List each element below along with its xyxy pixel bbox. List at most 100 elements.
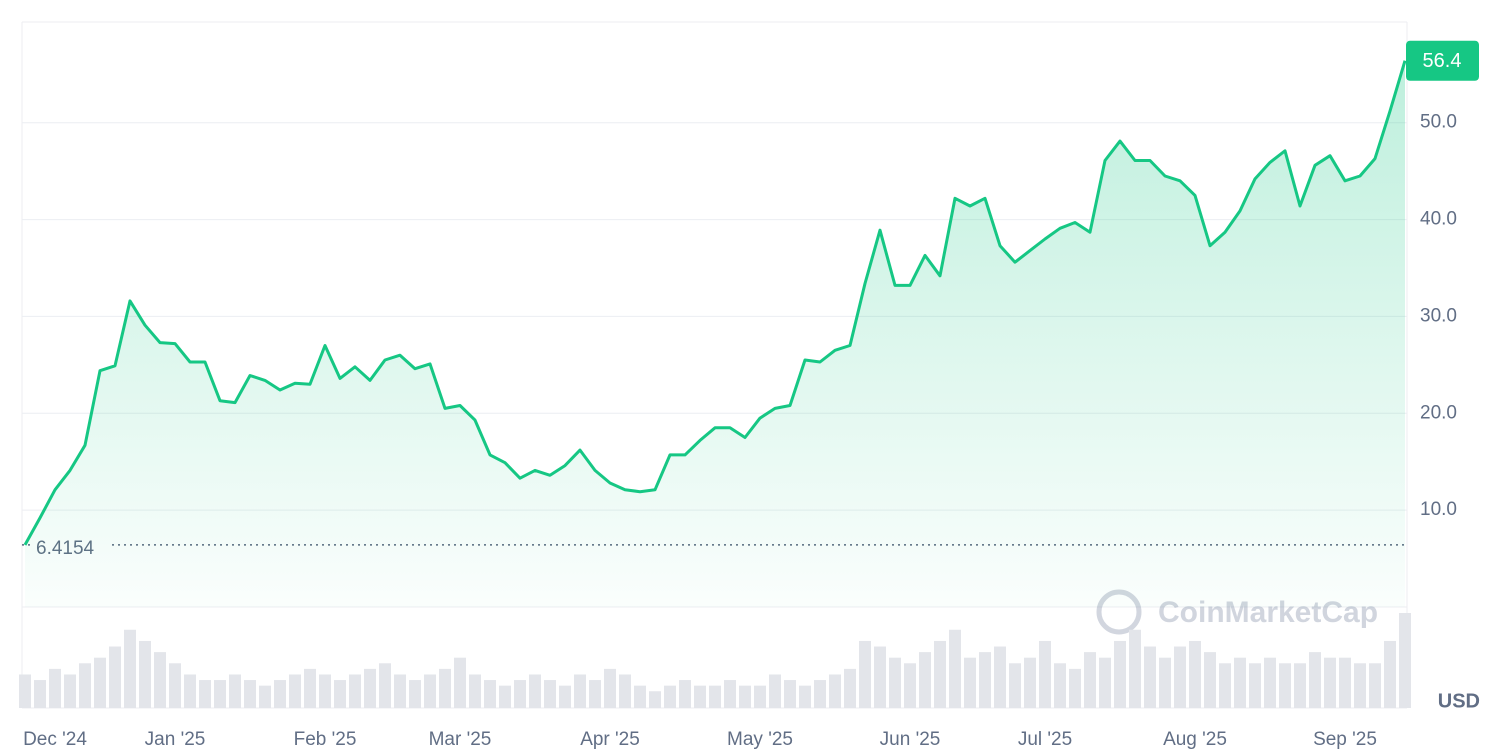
y-tick-label: 50.0 xyxy=(1420,112,1457,133)
x-tick-label: Jun '25 xyxy=(880,729,941,750)
volume-bar xyxy=(754,685,766,708)
volume-bar xyxy=(1099,657,1111,708)
x-tick-label: Sep '25 xyxy=(1313,729,1377,750)
volume-bar xyxy=(934,640,946,708)
x-tick-label: Feb '25 xyxy=(294,729,357,750)
volume-bar xyxy=(664,685,676,708)
volume-bar xyxy=(1174,646,1186,708)
volume-bar xyxy=(574,674,586,708)
volume-bar xyxy=(394,674,406,708)
last-price-badge xyxy=(1406,40,1479,81)
volume-bar xyxy=(1384,640,1396,708)
volume-bar xyxy=(604,668,616,708)
volume-bar xyxy=(1369,663,1381,708)
volume-bar xyxy=(1189,640,1201,708)
x-tick-label: Jul '25 xyxy=(1018,729,1072,750)
volume-bar xyxy=(499,685,511,708)
y-tick-label: 30.0 xyxy=(1420,305,1457,326)
volume-bar xyxy=(124,629,136,708)
volume-bar xyxy=(904,663,916,708)
volume-bar xyxy=(139,640,151,708)
volume-bar xyxy=(709,685,721,708)
volume-bar xyxy=(1129,629,1141,708)
y-tick-label: 20.0 xyxy=(1420,402,1457,423)
price-line xyxy=(23,60,1407,546)
volume-bar xyxy=(79,663,91,708)
volume-bar xyxy=(454,657,466,708)
volume-bar xyxy=(274,680,286,708)
volume-bar xyxy=(1249,663,1261,708)
volume-bar xyxy=(994,646,1006,708)
x-tick-label: Aug '25 xyxy=(1163,729,1227,750)
y-tick-label: 10.0 xyxy=(1420,499,1457,520)
volume-bar xyxy=(469,674,481,708)
volume-bar xyxy=(1264,657,1276,708)
volume-bar xyxy=(379,663,391,708)
volume-bar xyxy=(1294,663,1306,708)
volume-bar xyxy=(829,674,841,708)
volume-bar xyxy=(1114,640,1126,708)
volume-bar xyxy=(34,680,46,708)
volume-bar xyxy=(1054,663,1066,708)
last-price-label: 56.4 xyxy=(1423,50,1462,72)
y-tick-label: 40.0 xyxy=(1420,209,1457,230)
volume-bar xyxy=(619,674,631,708)
volume-bar xyxy=(244,680,256,708)
volume-bar xyxy=(109,646,121,708)
volume-bar xyxy=(1279,663,1291,708)
volume-bar xyxy=(1144,646,1156,708)
x-tick-label: Apr '25 xyxy=(580,729,640,750)
volume-bar xyxy=(1204,652,1216,708)
volume-bar xyxy=(1069,668,1081,708)
volume-bar xyxy=(1009,663,1021,708)
volume-bar xyxy=(649,691,661,708)
x-tick-label: May '25 xyxy=(727,729,793,750)
volume-bar xyxy=(1234,657,1246,708)
volume-bar xyxy=(214,680,226,708)
volume-bar xyxy=(784,680,796,708)
volume-bar xyxy=(1024,657,1036,708)
volume-bar xyxy=(769,674,781,708)
volume-bar xyxy=(304,668,316,708)
volume-bar xyxy=(199,680,211,708)
volume-bar xyxy=(439,668,451,708)
volume-bar xyxy=(964,657,976,708)
volume-bar xyxy=(949,629,961,708)
volume-bar xyxy=(544,680,556,708)
volume-bar xyxy=(874,646,886,708)
volume-bar xyxy=(1399,613,1411,708)
volume-bar xyxy=(694,685,706,708)
volume-bar xyxy=(94,657,106,708)
volume-bar xyxy=(589,680,601,708)
volume-bar xyxy=(979,652,991,708)
volume-bar xyxy=(739,685,751,708)
volume-bar xyxy=(259,685,271,708)
x-tick-label: Jan '25 xyxy=(145,729,206,750)
volume-bar xyxy=(64,674,76,708)
volume-bar xyxy=(529,674,541,708)
x-tick-label: Dec '24 xyxy=(23,729,87,750)
volume-bar xyxy=(1339,657,1351,708)
volume-bar xyxy=(799,685,811,708)
volume-bar xyxy=(634,685,646,708)
volume-bar xyxy=(184,674,196,708)
volume-bar xyxy=(1324,657,1336,708)
volume-bar xyxy=(1354,663,1366,708)
currency-label: USD xyxy=(1438,690,1480,712)
volume-bar xyxy=(1309,652,1321,708)
volume-bar xyxy=(289,674,301,708)
volume-bar xyxy=(349,674,361,708)
volume-bar xyxy=(1084,652,1096,708)
volume-bar xyxy=(169,663,181,708)
volume-bar xyxy=(559,685,571,708)
volume-bar xyxy=(814,680,826,708)
volume-bar xyxy=(1159,657,1171,708)
volume-bar xyxy=(334,680,346,708)
volume-bar xyxy=(514,680,526,708)
volume-bar xyxy=(844,668,856,708)
volume-bar xyxy=(484,680,496,708)
volume-bar xyxy=(424,674,436,708)
x-tick-label: Mar '25 xyxy=(429,729,492,750)
volume-bar xyxy=(724,680,736,708)
